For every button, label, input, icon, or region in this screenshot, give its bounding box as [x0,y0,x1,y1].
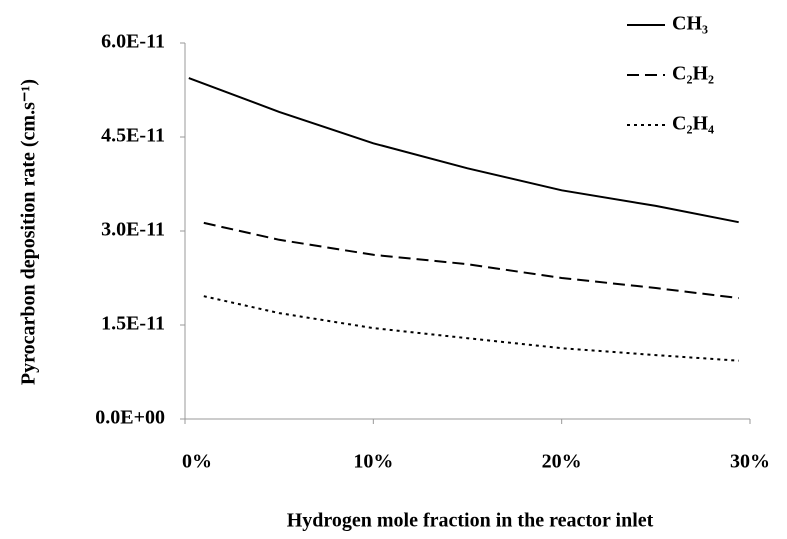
x-tick-label: 30% [730,451,770,473]
series-line [203,221,739,300]
y-tick-label: 3.0E-11 [101,219,165,241]
legend-label: C₂H₂ [672,63,714,85]
series-line [188,77,739,224]
x-tick-label: 0% [182,451,212,473]
y-tick-label: 4.5E-11 [101,125,165,147]
series-line [203,295,739,362]
legend-label: CH₃ [672,13,708,35]
x-tick-label: 10% [353,451,393,473]
y-tick-label: 6.0E-11 [101,31,165,53]
x-axis-label: Hydrogen mole fraction in the reactor in… [287,510,654,532]
y-tick-label: 0.0E+00 [95,407,165,429]
y-tick-label: 1.5E-11 [101,313,165,335]
legend-label: C₂H₄ [672,113,714,135]
x-tick-label: 20% [542,451,582,473]
y-axis-label: Pyrocarbon deposition rate (cm.s⁻¹) [18,79,40,385]
